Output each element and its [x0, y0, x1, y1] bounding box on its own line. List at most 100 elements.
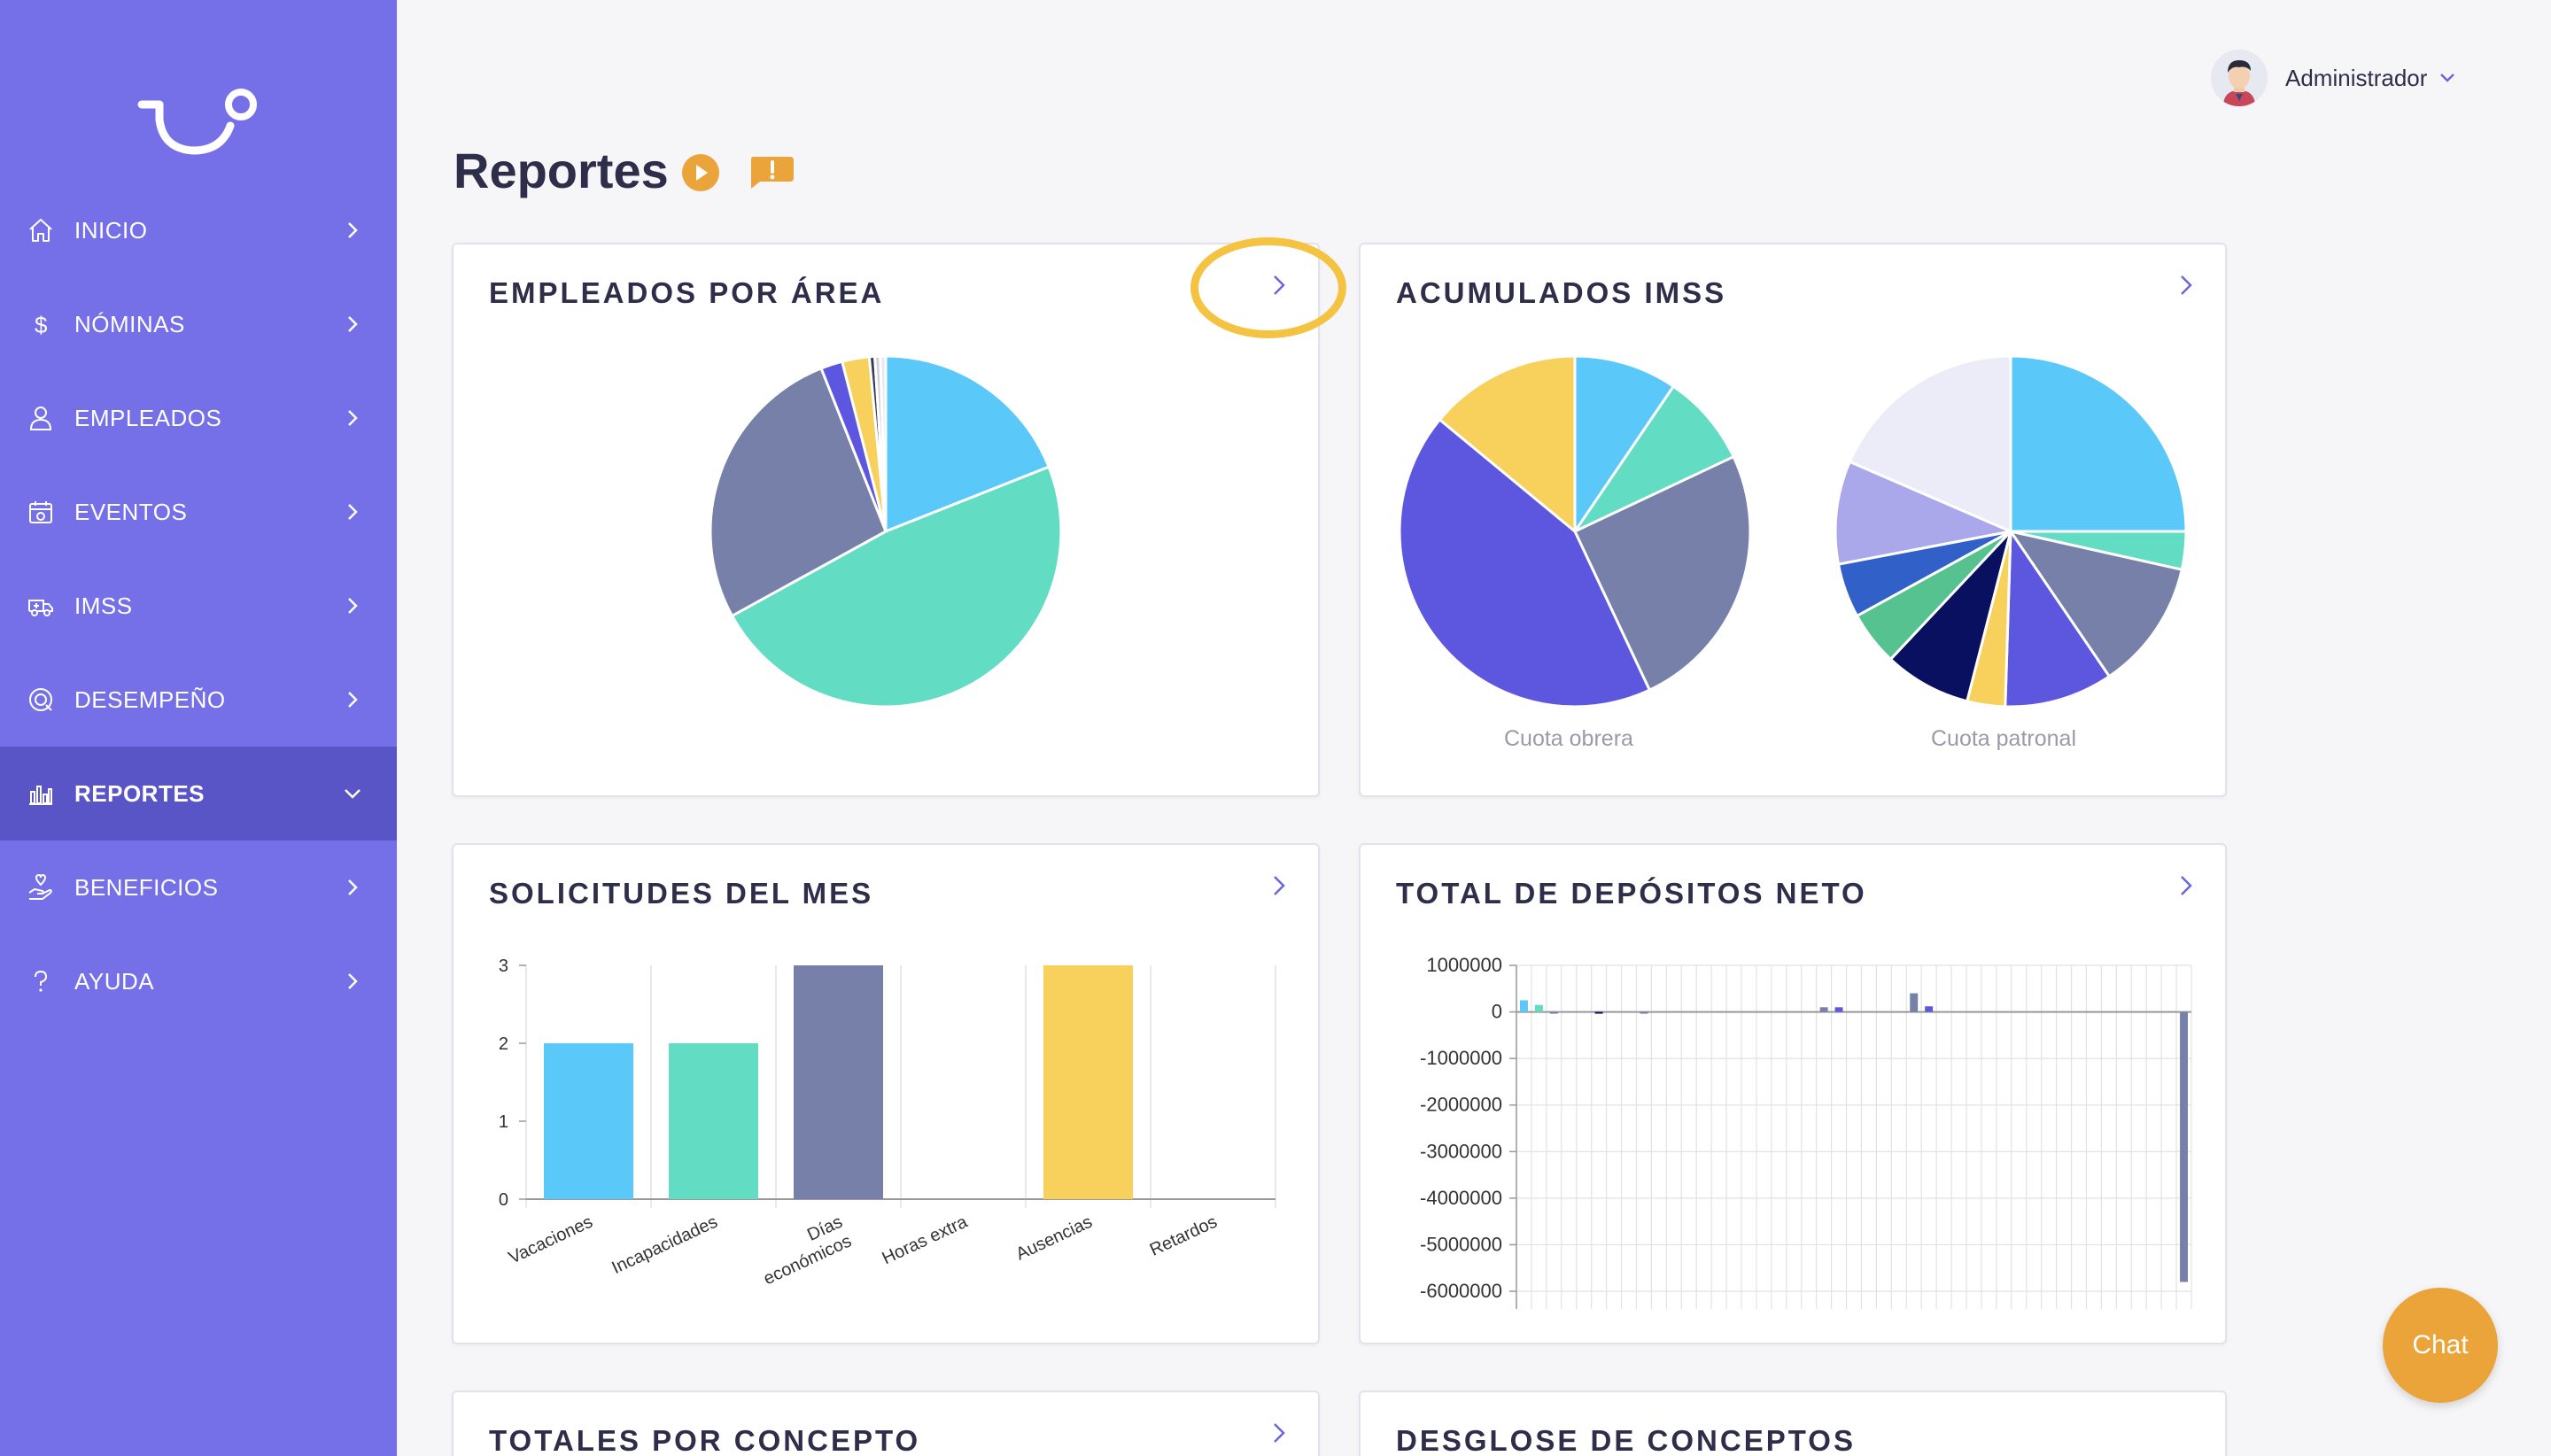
employees-pie-slice-2[interactable] [709, 366, 888, 618]
card-title: SOLICITUDES DEL MES [489, 877, 874, 910]
card-open-button[interactable] [1261, 267, 1297, 303]
card-net-deposits: TOTAL DE DEPÓSITOS NETO 1000000 0 -1000000… [1359, 843, 2227, 1344]
app-logo[interactable] [133, 80, 266, 168]
cuota-patronal-pie-slice-9[interactable] [1848, 354, 2012, 534]
requests-bar-chart: 0 1 2 3 Vacaciones Incapacidades Díaseconómico… [499, 956, 1276, 1289]
sidebar-item-imss[interactable]: IMSS [0, 559, 397, 653]
employees-pie-slice-0[interactable] [884, 354, 1051, 534]
y-tick-label: 0 [499, 1190, 508, 1210]
avatar [2211, 50, 2268, 106]
bar[interactable] [1834, 1007, 1843, 1012]
sidebar-item-ayuda[interactable]: AYUDA [0, 934, 397, 1028]
chevron-right-icon [1274, 876, 1285, 895]
x-tick-label-line: Retardos [1147, 1212, 1221, 1260]
card-open-button[interactable] [1261, 868, 1297, 903]
bar[interactable] [1534, 1004, 1543, 1012]
x-tick-label: Vacaciones [506, 1212, 596, 1268]
x-tick-label: Retardos [1147, 1212, 1221, 1260]
card-title: EMPLEADOS POR ÁREA [489, 276, 885, 309]
ambulance-icon [28, 600, 53, 616]
employees-pie-slice-7[interactable] [879, 354, 888, 532]
user-menu[interactable]: Administrador [2211, 50, 2457, 106]
card-open-button[interactable] [1261, 1415, 1297, 1451]
sidebar: INICIO $ NÓMINAS EMPLEADOS EVENTOS IMSS … [0, 0, 397, 1456]
x-tick-label-line: Incapacidades [609, 1212, 720, 1278]
home-icon [29, 219, 52, 242]
cuota-obrera-pie-slice-3[interactable] [1398, 417, 1652, 709]
x-tick-label-line: económicos [761, 1231, 855, 1289]
cuota-patronal-pie-slice-8[interactable] [1834, 460, 2016, 566]
chat-button[interactable]: Chat [2383, 1288, 2498, 1403]
chevron-right-icon [2181, 275, 2192, 295]
bar[interactable] [1925, 1006, 1934, 1012]
bar[interactable] [1043, 965, 1133, 1199]
play-icon[interactable] [680, 152, 721, 193]
sidebar-item-desempeno[interactable]: DESEMPEÑO [0, 653, 397, 747]
y-tick-label: -3000000 [1420, 1140, 1502, 1162]
pie-caption-left: Cuota obrera [1504, 726, 1633, 751]
card-open-button[interactable] [2168, 267, 2204, 303]
cuota-patronal-pie-slice-3[interactable] [2004, 527, 2112, 709]
cuota-patronal-pie-slice-2[interactable] [2007, 529, 2184, 678]
y-tick-label: -5000000 [1420, 1233, 1502, 1255]
bar[interactable] [1520, 1000, 1528, 1012]
sidebar-item-reportes[interactable]: REPORTES [0, 747, 397, 840]
x-tick-label: Ausencias [1013, 1212, 1096, 1265]
feedback-icon[interactable] [748, 155, 795, 190]
bar[interactable] [2180, 1011, 2188, 1282]
chevron-right-icon [348, 879, 358, 895]
cuota-patronal-pie-slice-5[interactable] [1888, 530, 2012, 703]
y-tick-label: 1000000 [1426, 954, 1502, 976]
sidebar-item-label: INICIO [74, 216, 148, 244]
cuota-obrera-pie-slice-4[interactable] [1438, 354, 1577, 535]
sidebar-item-beneficios[interactable]: BENEFICIOS [0, 840, 397, 934]
bar[interactable] [1910, 993, 1919, 1012]
bar[interactable] [544, 1043, 633, 1199]
bar[interactable] [1549, 1011, 1558, 1014]
hand-heart-icon [28, 873, 52, 900]
bar[interactable] [1640, 1011, 1648, 1014]
svg-text:$: $ [35, 312, 48, 338]
calendar-icon [29, 501, 52, 523]
chevron-right-icon [348, 598, 358, 614]
user-name: Administrador [2285, 64, 2428, 91]
chevron-right-icon [348, 504, 358, 520]
card-title: TOTALES POR CONCEPTO [489, 1424, 921, 1456]
card-open-button[interactable] [2168, 868, 2204, 903]
sidebar-item-label: NÓMINAS [74, 310, 185, 337]
bar[interactable] [1819, 1007, 1828, 1012]
sidebar-item-label: EVENTOS [74, 498, 188, 525]
x-tick-label-line: Horas extra [880, 1212, 972, 1268]
cuota-obrera-pie-slice-2[interactable] [1573, 454, 1752, 693]
page-title: Reportes [454, 143, 669, 198]
employees-pie-chart [709, 354, 1063, 709]
bar-chart-icon [29, 786, 52, 805]
y-tick-label: 0 [1492, 1001, 1502, 1023]
cuota-obrera-pie-slice-0[interactable] [1573, 354, 1676, 536]
sidebar-item-empleados[interactable]: EMPLEADOS [0, 371, 397, 465]
y-tick-label: 2 [499, 1034, 508, 1054]
y-tick-label: 1 [499, 1112, 508, 1132]
sidebar-item-inicio[interactable]: INICIO [0, 183, 397, 277]
sidebar-item-label: IMSS [74, 592, 133, 619]
bar[interactable] [1594, 1011, 1603, 1014]
bar[interactable] [669, 1043, 758, 1199]
y-tick-label: -4000000 [1420, 1187, 1502, 1209]
cuota-obrera-pie-slice-1[interactable] [1570, 384, 1736, 535]
card-employees-by-area: EMPLEADOS POR ÁREA [452, 243, 1320, 797]
cuota-patronal-pie-slice-0[interactable] [2009, 354, 2188, 533]
bar[interactable] [794, 965, 883, 1199]
chevron-right-icon [348, 410, 358, 426]
card-title: DESGLOSE DE CONCEPTOS [1396, 1424, 1856, 1456]
sidebar-item-eventos[interactable]: EVENTOS [0, 465, 397, 559]
question-icon [35, 970, 48, 992]
card-totals-by-concept: TOTALES POR CONCEPTO [452, 1390, 1320, 1456]
card-imss-accumulated: ACUMULADOS IMSS Cuota obrera Cuota patro… [1359, 243, 2227, 797]
chevron-right-icon [2181, 876, 2192, 895]
dollar-icon: $ [35, 312, 48, 338]
y-tick-label: -1000000 [1420, 1047, 1502, 1069]
employees-pie-slice-1[interactable] [730, 465, 1063, 709]
sidebar-item-nominas[interactable]: $ NÓMINAS [0, 277, 397, 371]
y-tick-label: -2000000 [1420, 1094, 1502, 1116]
